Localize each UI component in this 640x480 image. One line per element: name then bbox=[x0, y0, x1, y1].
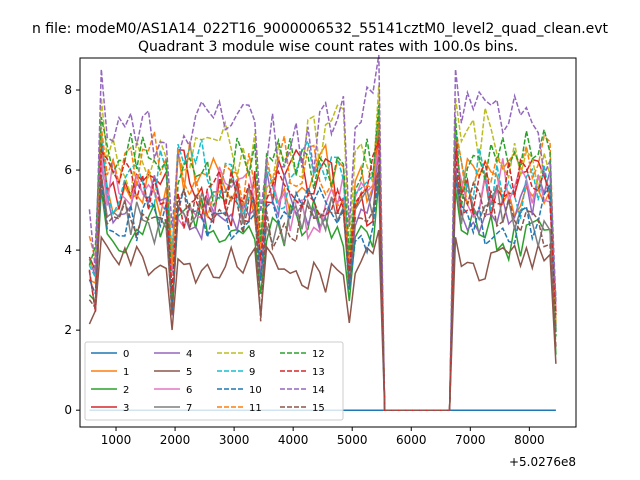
legend-label-0: 0 bbox=[123, 349, 129, 360]
x-axis: 1000 2000 3000 4000 5000 6000 7000 8000 bbox=[101, 427, 545, 447]
chart-suptitle: n file: modeM0/AS1A14_022T16_9000006532_… bbox=[32, 21, 609, 37]
y-tick-label: 8 bbox=[64, 83, 72, 97]
series-line-15 bbox=[88, 165, 557, 411]
series-line-14 bbox=[88, 54, 557, 411]
legend-label-12: 12 bbox=[312, 349, 325, 360]
legend-label-9: 9 bbox=[249, 367, 255, 378]
y-tick-label: 2 bbox=[64, 323, 72, 337]
legend-box bbox=[84, 341, 344, 421]
axes-frame bbox=[79, 57, 577, 428]
x-tick-label: 1000 bbox=[101, 433, 132, 447]
legend-label-5: 5 bbox=[186, 367, 192, 378]
legend-label-15: 15 bbox=[312, 403, 325, 414]
legend-label-8: 8 bbox=[249, 349, 255, 360]
y-tick-label: 6 bbox=[64, 163, 72, 177]
x-tick-label: 6000 bbox=[396, 433, 427, 447]
series-line-10 bbox=[88, 170, 557, 411]
x-offset-label: +5.0276e8 bbox=[509, 455, 576, 469]
x-tick-label: 7000 bbox=[455, 433, 486, 447]
legend-label-6: 6 bbox=[186, 385, 192, 396]
plot-area bbox=[88, 54, 557, 411]
series-line-12 bbox=[88, 104, 557, 411]
x-tick-label: 2000 bbox=[160, 433, 191, 447]
x-tick-label: 4000 bbox=[278, 433, 309, 447]
legend-label-10: 10 bbox=[249, 385, 262, 396]
y-axis: 0 2 4 6 8 bbox=[64, 83, 80, 417]
chart-title: Quadrant 3 module wise count rates with … bbox=[138, 39, 518, 55]
legend-label-13: 13 bbox=[312, 367, 325, 378]
x-tick-label: 3000 bbox=[219, 433, 250, 447]
legend-label-1: 1 bbox=[123, 367, 129, 378]
y-tick-label: 0 bbox=[64, 403, 72, 417]
x-tick-label: 5000 bbox=[337, 433, 368, 447]
legend-label-2: 2 bbox=[123, 385, 129, 396]
series-line-5 bbox=[88, 229, 557, 411]
legend-label-3: 3 bbox=[123, 403, 129, 414]
legend-label-14: 14 bbox=[312, 385, 325, 396]
x-tick-label: 8000 bbox=[514, 433, 545, 447]
series-line-13 bbox=[88, 139, 557, 411]
y-tick-label: 4 bbox=[64, 243, 72, 257]
legend-label-4: 4 bbox=[186, 349, 192, 360]
legend-label-11: 11 bbox=[249, 403, 262, 414]
legend-label-7: 7 bbox=[186, 403, 192, 414]
